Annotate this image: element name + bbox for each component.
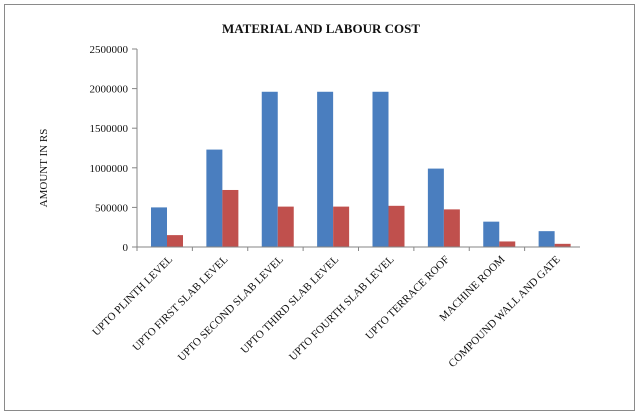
x-tick-label: UPTO SECOND SLAB LEVEL bbox=[176, 253, 286, 363]
y-tick-label: 0 bbox=[123, 242, 129, 254]
x-tick-label: UPTO FIRST SLAB LEVEL bbox=[130, 253, 230, 353]
bar bbox=[261, 91, 278, 247]
bar bbox=[554, 243, 571, 247]
bars bbox=[151, 91, 571, 247]
bar bbox=[317, 91, 334, 247]
chart-title: MATERIAL AND LABOUR COST bbox=[222, 21, 420, 36]
y-tick-label: 2500000 bbox=[90, 44, 129, 56]
y-axis: 0 500000 1000000 1500000 2000000 2500000 bbox=[90, 44, 138, 254]
bar bbox=[499, 241, 516, 247]
bar bbox=[277, 206, 294, 247]
bar bbox=[483, 221, 500, 247]
bar bbox=[206, 149, 223, 247]
y-tick-label: 1500000 bbox=[90, 123, 129, 135]
y-tick-label: 500000 bbox=[95, 202, 129, 214]
bar bbox=[222, 189, 239, 247]
x-tick-label: UPTO FOURTH SLAB LEVEL bbox=[287, 253, 397, 363]
bar bbox=[388, 205, 405, 247]
x-tick-label: UPTO THIRD SLAB LEVEL bbox=[239, 253, 342, 356]
bar bbox=[538, 231, 555, 247]
bar bbox=[151, 207, 167, 247]
bar bbox=[167, 235, 183, 247]
bar bbox=[427, 168, 444, 247]
bar bbox=[443, 209, 460, 247]
x-tick-label: COMPOUND WALL AND GATE bbox=[446, 253, 562, 369]
y-tick-label: 2000000 bbox=[90, 84, 129, 96]
y-tick-label: 1000000 bbox=[90, 163, 129, 175]
bar bbox=[372, 91, 389, 247]
bar bbox=[333, 206, 350, 247]
y-axis-label: AMOUNT IN RS bbox=[38, 129, 50, 208]
